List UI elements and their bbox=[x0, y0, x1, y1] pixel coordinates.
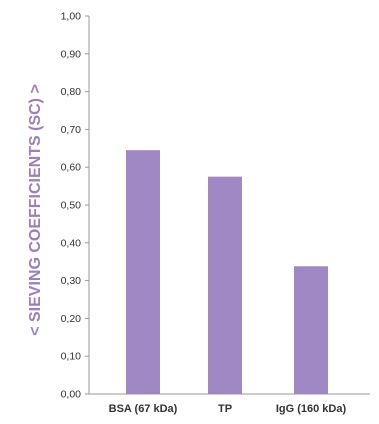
x-axis-labels: BSA (67 kDa) TP IgG (160 kDa) bbox=[109, 403, 347, 415]
bars bbox=[126, 150, 328, 394]
y-tick-label: 0,50 bbox=[61, 200, 82, 212]
x-tick-label: TP bbox=[218, 403, 232, 415]
bar bbox=[294, 266, 328, 394]
y-tick-label: 0,40 bbox=[61, 237, 82, 249]
y-tick-label: 0,30 bbox=[61, 275, 82, 287]
x-tick-label: IgG (160 kDa) bbox=[276, 403, 347, 415]
y-tick-label: 0,60 bbox=[61, 162, 82, 174]
x-tick-label: BSA (67 kDa) bbox=[109, 403, 178, 415]
y-tick-label: 0,20 bbox=[61, 313, 82, 325]
y-axis-ticks: 0,00 0,10 0,20 0,30 0,40 0,50 0,60 0,70 0,80 0,90… bbox=[61, 11, 89, 401]
y-axis-title: < SIEVING COEFFICIENTS (SC) > bbox=[27, 84, 44, 336]
bar bbox=[208, 176, 242, 394]
y-tick-label: 0,70 bbox=[61, 124, 82, 136]
y-tick-label: 0,80 bbox=[61, 86, 82, 98]
y-tick-label: 0,10 bbox=[61, 351, 82, 363]
y-tick-label: 1,00 bbox=[61, 11, 82, 23]
y-tick-label: 0,00 bbox=[61, 389, 82, 401]
bar bbox=[126, 150, 160, 394]
y-tick-label: 0,90 bbox=[61, 48, 82, 60]
